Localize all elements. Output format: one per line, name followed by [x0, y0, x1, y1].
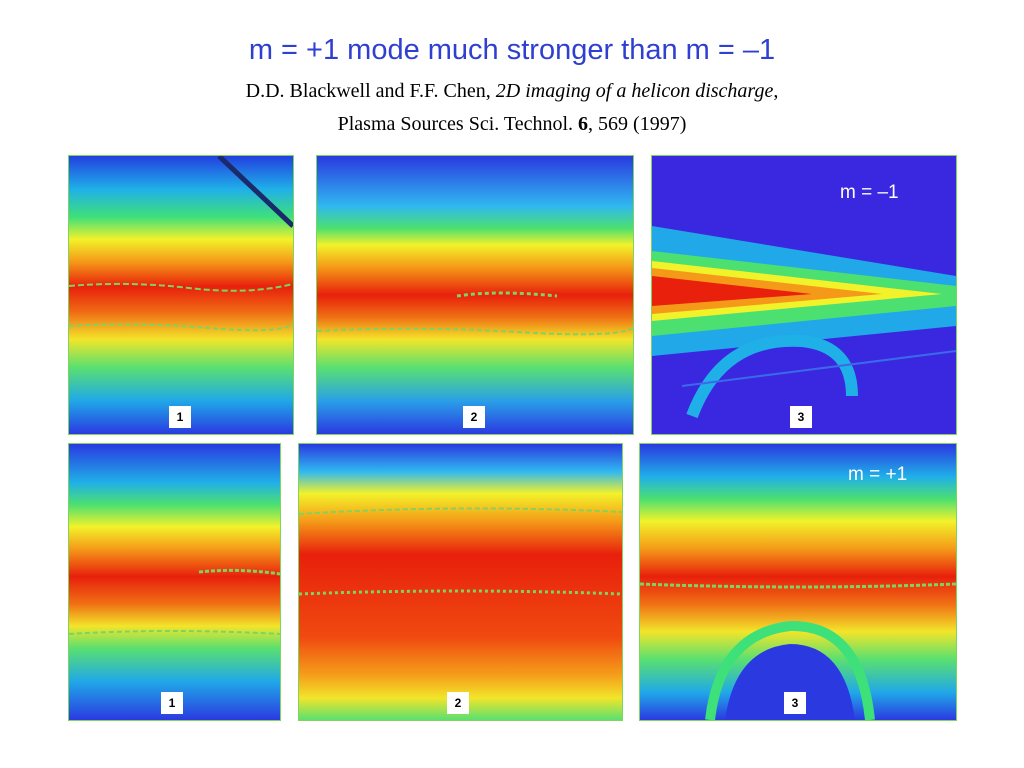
image-bottom-2: 2: [298, 443, 623, 721]
reference-comma: ,: [773, 80, 779, 102]
panel-number-label: 1: [161, 692, 183, 714]
reference-line-1: D.D. Blackwell and F.F. Chen, 2D imaging…: [0, 78, 1024, 104]
panel-number-label: 1: [169, 406, 191, 428]
mode-label-bottom: m = +1: [848, 464, 908, 485]
image-bottom-1: 1: [68, 443, 281, 721]
reference-line-2: Plasma Sources Sci. Technol. 6, 569 (199…: [0, 111, 1024, 137]
image-top-2: 2: [316, 155, 634, 435]
reference-volume: 6: [578, 113, 589, 135]
panel-number-label: 3: [790, 406, 812, 428]
image-top-1: 1: [68, 155, 294, 435]
reference-authors: D.D. Blackwell and F.F. Chen,: [245, 80, 496, 102]
image-top-3: m = –1 3: [651, 155, 957, 435]
reference-pages-year: , 569 (1997): [588, 113, 687, 135]
reference-journal: Plasma Sources Sci. Technol.: [337, 113, 579, 135]
panel-number-label: 2: [463, 406, 485, 428]
reference-paper-title: 2D imaging of a helicon discharge: [495, 80, 774, 102]
image-bottom-3: m = +1 3: [639, 443, 957, 721]
panel-number-label: 2: [447, 692, 469, 714]
mode-label-top: m = –1: [840, 182, 899, 203]
slide-title: m = +1 mode much stronger than m = –1: [248, 34, 776, 66]
panel-number-label: 3: [784, 692, 806, 714]
